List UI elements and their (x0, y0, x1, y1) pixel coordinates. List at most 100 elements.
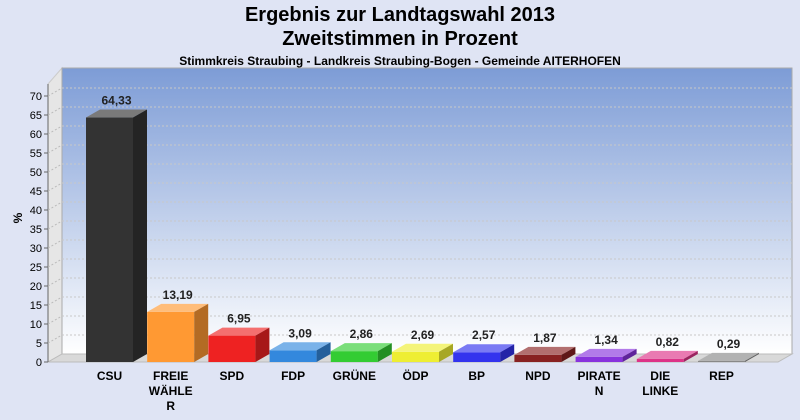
x-tick-label: N (595, 384, 604, 398)
y-tick-label: 40 (30, 205, 42, 217)
x-tick-label: NPD (525, 369, 551, 383)
bar-front (575, 356, 623, 362)
bar-top (514, 346, 576, 355)
bar-top (575, 348, 637, 357)
chart-caption: Stimmkreis Straubing - Landkreis Straubi… (179, 54, 621, 68)
bar (208, 327, 270, 362)
bar-top (86, 109, 147, 118)
data-label: 2,69 (411, 328, 435, 342)
bar-side (500, 344, 515, 362)
y-tick-label: 25 (30, 262, 42, 274)
bar-side (683, 350, 698, 362)
bar-side (133, 109, 147, 363)
bar-front (269, 350, 317, 362)
grid-line (47, 258, 63, 268)
grid-line (47, 106, 63, 116)
x-tick-label: PIRATE (578, 369, 621, 383)
bar (636, 350, 698, 362)
x-tick-label: DIE (650, 369, 670, 383)
y-tick-label: 65 (30, 110, 42, 122)
grid-line (47, 239, 63, 249)
y-axis-label: % (11, 212, 25, 223)
bar-top (208, 327, 270, 336)
x-tick-label: REP (709, 369, 734, 383)
y-tick-label: 10 (30, 319, 42, 331)
bar-top (453, 344, 515, 353)
bar-front (392, 351, 439, 362)
x-tick-label: BP (468, 369, 485, 383)
bar (453, 344, 515, 362)
bar (330, 343, 392, 362)
bar (514, 346, 576, 362)
data-label: 2,57 (472, 328, 496, 342)
x-tick-label: GRÜNE (333, 368, 376, 383)
bar-side (194, 303, 209, 362)
bar-front (453, 352, 501, 362)
data-label: 6,95 (227, 312, 251, 326)
bar-front (147, 311, 195, 362)
bar-top (392, 343, 453, 352)
bar-side (622, 348, 637, 362)
left-wall (47, 66, 63, 363)
bar-side (377, 343, 392, 362)
x-tick-label: FREIE (153, 369, 188, 383)
bar-top (698, 352, 759, 361)
bar-front (514, 354, 562, 362)
grid-line (47, 125, 63, 135)
y-tick-label: 60 (30, 129, 42, 141)
y-tick-label: 35 (30, 224, 42, 236)
bar-side (745, 352, 759, 362)
data-label: 3,09 (288, 326, 312, 340)
bar-side (561, 346, 576, 362)
x-tick-label: FDP (281, 369, 305, 383)
x-tick-label: SPD (220, 369, 245, 383)
bar-top (330, 343, 392, 352)
x-tick-label: WÄHLE (149, 383, 193, 398)
bar-top (269, 342, 331, 351)
bar-side (439, 343, 453, 362)
bar-front (86, 117, 133, 363)
grid-line (47, 220, 63, 230)
bar-top (636, 350, 698, 359)
data-label: 0,82 (656, 335, 680, 349)
grid-line (47, 334, 63, 344)
bar-front (636, 358, 684, 362)
data-label: 0,29 (717, 337, 741, 351)
y-tick-label: 20 (30, 281, 42, 293)
chart-subtitle: Zweitstimmen in Prozent (282, 28, 518, 50)
data-label: 13,19 (163, 288, 193, 302)
grid-line (47, 182, 63, 192)
y-tick-label: 55 (30, 148, 42, 160)
y-tick-label: 0 (36, 357, 42, 369)
bar (698, 352, 759, 362)
x-tick-label: ÖDP (402, 368, 428, 383)
grid-line (47, 163, 63, 173)
grid-line (47, 87, 63, 97)
data-label: 64,33 (101, 94, 131, 108)
grid-line (47, 296, 63, 306)
grid-line (47, 315, 63, 325)
x-tick-label: LINKE (642, 384, 678, 398)
bar-side (255, 327, 270, 362)
grid-line (47, 144, 63, 154)
data-label: 1,34 (594, 333, 618, 347)
data-label: 1,87 (533, 331, 557, 345)
bar-front (208, 335, 256, 362)
bar-top (147, 303, 209, 312)
y-tick-label: 45 (30, 186, 42, 198)
data-label: 2,86 (350, 327, 374, 341)
y-tick-label: 70 (30, 91, 42, 103)
y-tick-label: 15 (30, 300, 42, 312)
bar (147, 303, 209, 362)
bar (86, 109, 147, 363)
y-tick-label: 50 (30, 167, 42, 179)
bar (575, 348, 637, 362)
y-tick-label: 5 (36, 338, 42, 350)
bar-front (698, 360, 745, 362)
chart-title: Ergebnis zur Landtagswahl 2013 (244, 4, 556, 26)
y-tick-label: 30 (30, 243, 42, 255)
bar-front (330, 351, 378, 362)
grid-line (47, 201, 63, 211)
bar (392, 343, 453, 362)
